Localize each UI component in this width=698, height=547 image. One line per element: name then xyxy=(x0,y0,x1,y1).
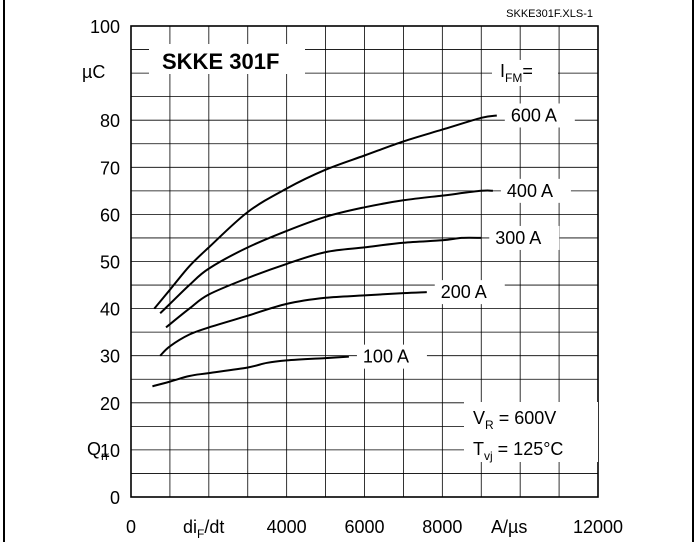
series-labels-group: 600 A 400 A 300 A 200 A 100 A xyxy=(356,103,575,369)
y-axis-label-var: Q xyxy=(87,439,101,459)
series-line-600-a xyxy=(153,114,497,310)
series-label-bg-600-a xyxy=(504,103,575,128)
x-tick-label: 8000 xyxy=(422,517,462,537)
legend-title-rest: = xyxy=(522,61,533,81)
y-tick-label: 50 xyxy=(100,253,120,273)
y-unit-label: µC xyxy=(82,62,105,82)
condition-vr-rest: = 600V xyxy=(494,408,557,428)
series-line-200-a xyxy=(159,291,427,357)
x-tick-label: 12000 xyxy=(573,517,623,537)
series-label-bg-100-a xyxy=(356,344,427,369)
series-group xyxy=(152,114,497,388)
series-label-600-a: 600 A xyxy=(511,105,557,125)
series-label-bg-300-a xyxy=(489,225,560,250)
y-tick-label: 10 xyxy=(100,441,120,461)
condition-vr-var: V xyxy=(473,408,485,428)
file-label: SKKE301F.XLS-1 xyxy=(506,8,593,20)
y-tick-label: 30 xyxy=(100,347,120,367)
x-axis-label-var: di xyxy=(183,517,197,537)
y-tick-label: 20 xyxy=(100,394,120,414)
series-label-100-a: 100 A xyxy=(363,347,409,367)
series-line-100-a xyxy=(152,355,349,388)
legend-title-var: I xyxy=(500,61,505,81)
series-label-200-a: 200 A xyxy=(441,282,487,302)
series-line-300-a xyxy=(165,236,482,329)
condition-vr: VR = 600V xyxy=(473,408,556,432)
condition-tvj-var: T xyxy=(473,439,484,459)
x-axis-label: diF/dt xyxy=(183,517,224,541)
condition-vr-sub: R xyxy=(485,418,494,432)
series-label-bg-200-a xyxy=(434,280,505,305)
series-line-400-a xyxy=(159,189,493,315)
y-tick-label: 70 xyxy=(100,158,120,178)
legend-title: IFM= xyxy=(500,61,533,85)
condition-tvj: Tvj = 125°C xyxy=(473,439,563,463)
x-tick-label: 4000 xyxy=(267,517,307,537)
y-axis-label: Qrr xyxy=(87,439,109,463)
x-tick-label: 0 xyxy=(126,517,136,537)
legend-title-bg xyxy=(492,60,558,86)
title-box-bg xyxy=(149,44,305,74)
x-axis-label-sub: F xyxy=(197,527,204,541)
x-tick-label: 6000 xyxy=(344,517,384,537)
series-label-400-a: 400 A xyxy=(507,181,553,201)
chart-title: SKKE 301F xyxy=(162,49,279,74)
y-tick-label: 0 xyxy=(110,488,120,508)
plot-area-border xyxy=(130,25,599,498)
conditions-bg xyxy=(464,402,598,462)
y-tick-label: 40 xyxy=(100,300,120,320)
series-label-bg-400-a xyxy=(500,178,571,203)
y-axis-label-sub: rr xyxy=(101,449,109,463)
x-unit-label: A/µs xyxy=(491,517,527,537)
condition-tvj-rest: = 125°C xyxy=(493,439,564,459)
condition-tvj-sub: vj xyxy=(484,449,493,463)
series-label-300-a: 300 A xyxy=(495,228,541,248)
y-tick-label: 100 xyxy=(90,17,120,37)
y-tick-label: 60 xyxy=(100,205,120,225)
x-axis-label-rest: /dt xyxy=(204,517,224,537)
y-tick-label: 80 xyxy=(100,111,120,131)
legend-title-sub: FM xyxy=(505,71,522,85)
axis-ticks: 0 10 20 30 40 50 60 70 80 100 0 4000 6000 8000 12000 xyxy=(90,17,623,537)
